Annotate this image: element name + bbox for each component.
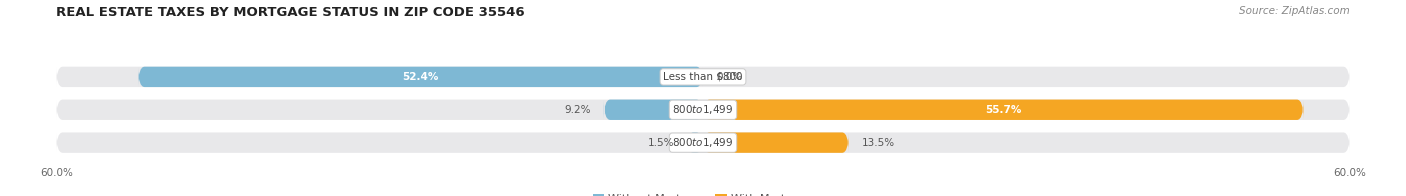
Text: Source: ZipAtlas.com: Source: ZipAtlas.com: [1239, 6, 1350, 16]
FancyBboxPatch shape: [603, 100, 703, 120]
FancyBboxPatch shape: [703, 132, 849, 153]
FancyBboxPatch shape: [56, 132, 1350, 153]
Text: $800 to $1,499: $800 to $1,499: [672, 103, 734, 116]
Text: Less than $800: Less than $800: [664, 72, 742, 82]
FancyBboxPatch shape: [688, 132, 703, 153]
FancyBboxPatch shape: [138, 67, 703, 87]
Text: 9.2%: 9.2%: [564, 105, 591, 115]
FancyBboxPatch shape: [703, 100, 1303, 120]
Text: 13.5%: 13.5%: [862, 138, 894, 148]
Text: 55.7%: 55.7%: [986, 105, 1021, 115]
Legend: Without Mortgage, With Mortgage: Without Mortgage, With Mortgage: [588, 189, 818, 196]
Text: 52.4%: 52.4%: [402, 72, 439, 82]
Text: 1.5%: 1.5%: [647, 138, 673, 148]
FancyBboxPatch shape: [56, 100, 1350, 120]
Text: 0.0%: 0.0%: [716, 72, 742, 82]
Text: REAL ESTATE TAXES BY MORTGAGE STATUS IN ZIP CODE 35546: REAL ESTATE TAXES BY MORTGAGE STATUS IN …: [56, 6, 524, 19]
Text: $800 to $1,499: $800 to $1,499: [672, 136, 734, 149]
FancyBboxPatch shape: [56, 67, 1350, 87]
